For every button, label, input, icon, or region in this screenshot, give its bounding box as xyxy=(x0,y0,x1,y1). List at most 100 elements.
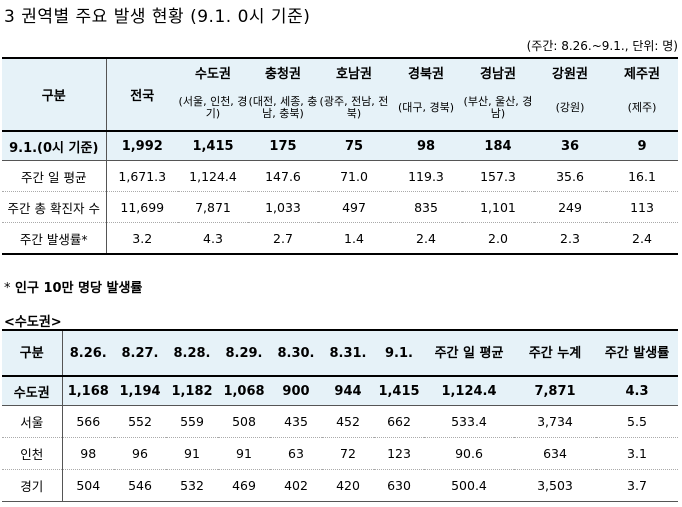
cell: 4.3 xyxy=(203,230,223,246)
cell: 249 xyxy=(534,191,606,223)
cell: 1,415 xyxy=(178,130,248,161)
cell: 98 xyxy=(62,437,114,470)
column-header: 9.1. xyxy=(374,330,424,376)
header-region-sub: (강원) xyxy=(534,85,606,131)
cell: 1,415 xyxy=(374,375,424,406)
table-row: 서울 566 552 559 508 435 452 662 533.4 3,7… xyxy=(2,405,678,438)
header-region-sub: (제주) xyxy=(606,85,678,131)
footnote-text: 인구 10만 명당 발생률 xyxy=(15,281,143,296)
cell: 900 xyxy=(270,375,322,406)
regional-summary-table: 구분 전국 수도권 충청권 호남권 경북권 경남권 강원권 제주권 (서울, 인… xyxy=(2,57,678,255)
cell: 5.5 xyxy=(596,405,678,438)
table-row: 주간 발생률* 3.2 4.3 2.7 1.4 2.4 2.0 2.3 2.4 xyxy=(2,222,678,254)
cell: 72 xyxy=(322,437,374,470)
cell: 96 xyxy=(114,437,166,470)
column-header: 8.31. xyxy=(322,330,374,376)
row-label: 인천 xyxy=(2,437,63,470)
cell: 11,699 xyxy=(106,191,178,223)
cell: 504 xyxy=(62,469,114,502)
table1-header-row: 구분 전국 수도권 충청권 호남권 경북권 경남권 강원권 제주권 xyxy=(2,58,678,131)
cell: 402 xyxy=(270,469,322,502)
header-region-sub: (대전, 세종, 충남, 충북) xyxy=(248,85,318,131)
cell: 1,671.3 xyxy=(106,160,178,192)
cell: 835 xyxy=(390,191,462,223)
table-row: 인천 98 96 91 91 63 72 123 90.6 634 3.1 xyxy=(2,437,678,470)
column-header: 주간 발생률 xyxy=(596,330,678,376)
cell: 1,194 xyxy=(114,375,166,406)
section-label: <수도권> xyxy=(4,315,62,330)
header-region: 호남권 xyxy=(318,58,390,85)
cell: 1,033 xyxy=(248,191,318,223)
header-region: 경남권 xyxy=(462,58,534,85)
cell: 662 xyxy=(374,405,424,438)
cell: 75 xyxy=(318,130,390,161)
cell: 559 xyxy=(166,405,218,438)
cell: 532 xyxy=(166,469,218,502)
cell: 1.4 xyxy=(344,230,364,246)
page-title: 3 권역별 주요 발생 현황 (9.1. 0시 기준) xyxy=(4,7,311,27)
cell: 2.3 xyxy=(560,230,580,246)
header-region-sub: (서울, 인천, 경기) xyxy=(178,85,248,131)
cell: 435 xyxy=(270,405,322,438)
row-label: 서울 xyxy=(2,405,63,438)
cell: 2.7 xyxy=(273,230,293,246)
cell: 1,068 xyxy=(218,375,270,406)
cell: 90.6 xyxy=(424,437,514,470)
cell: 497 xyxy=(318,191,390,223)
cell: 546 xyxy=(114,469,166,502)
cell: 566 xyxy=(62,405,114,438)
cell: 500.4 xyxy=(424,469,514,502)
column-header: 주간 누계 xyxy=(514,330,596,376)
table1-corner: 구분 xyxy=(2,58,107,131)
cell: 63 xyxy=(270,437,322,470)
table-row: 수도권 1,168 1,194 1,182 1,068 900 944 1,41… xyxy=(2,375,678,406)
cell: 91 xyxy=(166,437,218,470)
column-header: 8.30. xyxy=(270,330,322,376)
table-row: 주간 일 평균 1,671.3 1,124.4 147.6 71.0 119.3… xyxy=(2,160,678,192)
header-region-sub: (부산, 울산, 경남) xyxy=(462,85,534,131)
cell: 16.1 xyxy=(606,160,678,192)
column-header: 8.27. xyxy=(114,330,166,376)
cell: 113 xyxy=(606,191,678,223)
cell: 175 xyxy=(248,130,318,161)
cell: 123 xyxy=(374,437,424,470)
cell: 3.1 xyxy=(596,437,678,470)
cell: 1,101 xyxy=(462,191,534,223)
footnote-star: * xyxy=(4,281,11,296)
cell: 157.3 xyxy=(462,160,534,192)
row-label: 9.1.(0시 기준) xyxy=(2,130,107,161)
column-header: 8.29. xyxy=(218,330,270,376)
row-label: 주간 총 확진자 수 xyxy=(2,191,107,223)
cell: 3,734 xyxy=(514,405,596,438)
header-region: 제주권 xyxy=(606,58,678,85)
header-region-sub: (대구, 경북) xyxy=(390,85,462,131)
cell: 3.2 xyxy=(132,230,153,246)
cell: 147.6 xyxy=(248,160,318,192)
cell: 36 xyxy=(534,130,606,161)
cell: 35.6 xyxy=(534,160,606,192)
footnote: * 인구 10만 명당 발생률 xyxy=(4,277,142,296)
cell: 420 xyxy=(322,469,374,502)
column-header: 구분 xyxy=(2,330,63,376)
cell: 1,124.4 xyxy=(424,375,514,406)
header-region: 강원권 xyxy=(534,58,606,85)
cell: 944 xyxy=(322,375,374,406)
cell: 630 xyxy=(374,469,424,502)
cell: 184 xyxy=(462,130,534,161)
row-label: 주간 발생률* xyxy=(2,222,107,254)
cell: 98 xyxy=(390,130,462,161)
table-row: 9.1.(0시 기준) 1,992 1,415 175 75 98 184 36… xyxy=(2,130,678,161)
cell: 1,168 xyxy=(62,375,114,406)
cell: 7,871 xyxy=(178,191,248,223)
capital-area-table: 구분 8.26. 8.27. 8.28. 8.29. 8.30. 8.31. 9… xyxy=(2,329,678,502)
column-header: 8.28. xyxy=(166,330,218,376)
table2-header-row: 구분 8.26. 8.27. 8.28. 8.29. 8.30. 8.31. 9… xyxy=(2,330,678,376)
cell: 3.7 xyxy=(596,469,678,502)
unit-note: (주간: 8.26.~9.1., 단위: 명) xyxy=(526,39,678,53)
header-region-sub: (광주, 전남, 전북) xyxy=(318,85,390,131)
cell: 119.3 xyxy=(390,160,462,192)
cell: 2.4 xyxy=(416,230,436,246)
cell: 91 xyxy=(218,437,270,470)
cell: 1,182 xyxy=(166,375,218,406)
cell: 533.4 xyxy=(424,405,514,438)
